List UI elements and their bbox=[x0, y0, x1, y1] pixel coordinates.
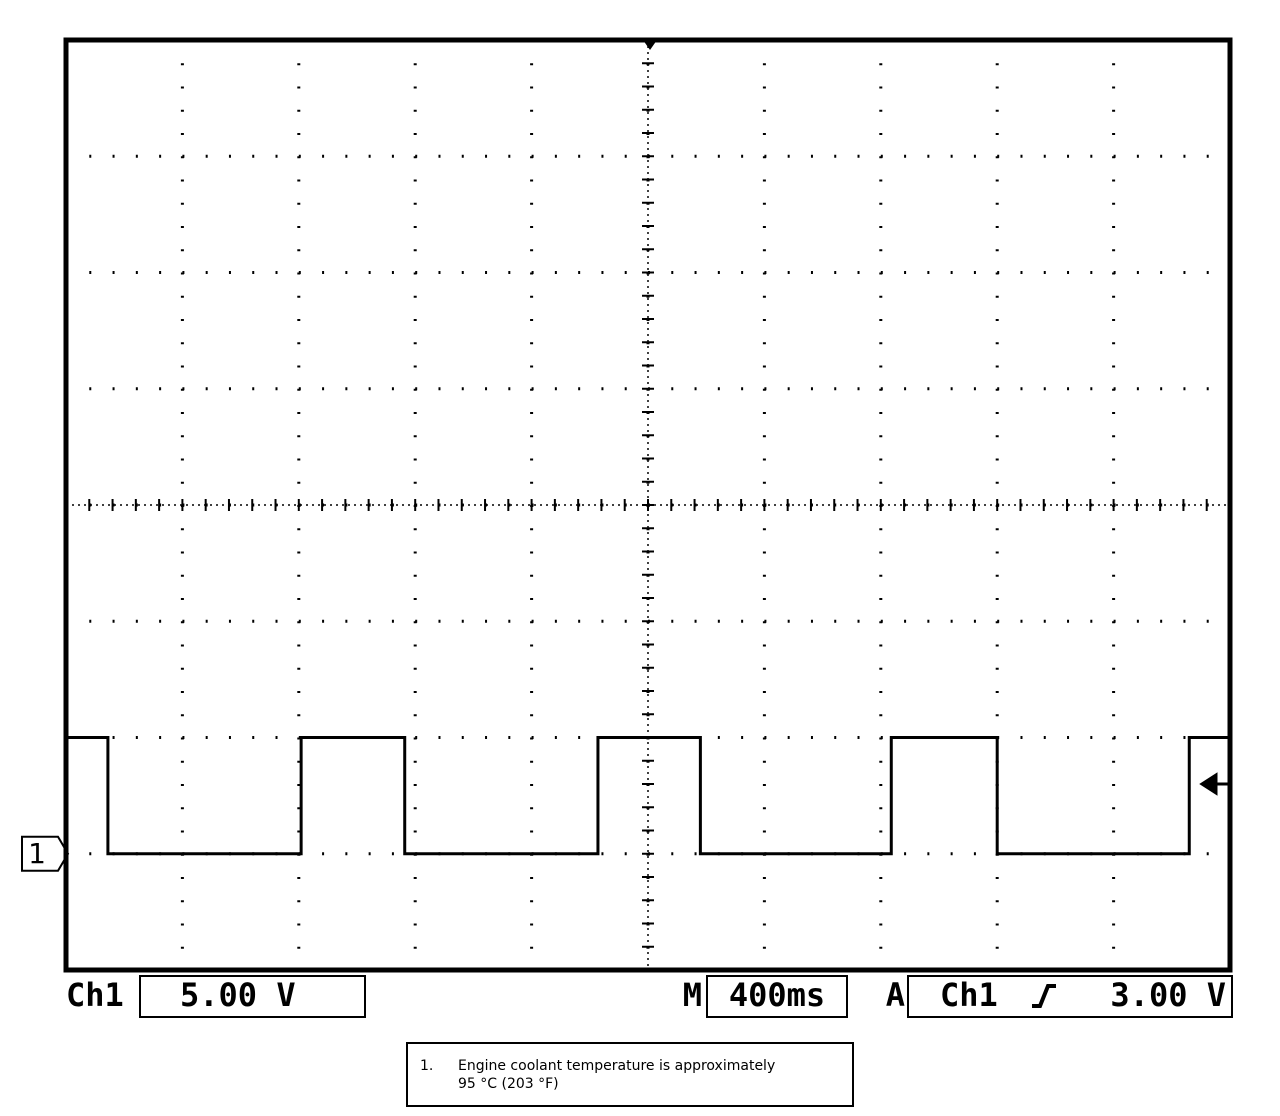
note-box bbox=[406, 1042, 854, 1107]
note-line: Engine coolant temperature is approximat… bbox=[458, 1058, 775, 1074]
readout-box bbox=[706, 975, 848, 1018]
trigger-channel: Ch1 bbox=[940, 976, 998, 1014]
acquire-label: A bbox=[886, 976, 905, 1014]
waveform bbox=[66, 736, 1230, 856]
readout-box bbox=[139, 975, 366, 1018]
trigger-level-marker bbox=[1199, 772, 1230, 796]
trigger-level-label: 3.00 V bbox=[1110, 976, 1226, 1014]
trigger-slope bbox=[1032, 984, 1056, 1008]
volts-per-div: 5.00 V bbox=[180, 976, 296, 1014]
ground-marker bbox=[21, 835, 70, 872]
main-label: M bbox=[683, 976, 702, 1014]
screen-frame bbox=[63, 37, 1233, 973]
time-per-div: 400ms bbox=[729, 976, 825, 1014]
readout-box bbox=[907, 975, 1233, 1018]
note-line: 95 °C (203 °F) bbox=[458, 1076, 559, 1092]
note-number: 1. bbox=[420, 1058, 433, 1074]
ground-marker-label: 1 bbox=[28, 837, 46, 870]
channel-label: Ch1 bbox=[66, 976, 124, 1014]
